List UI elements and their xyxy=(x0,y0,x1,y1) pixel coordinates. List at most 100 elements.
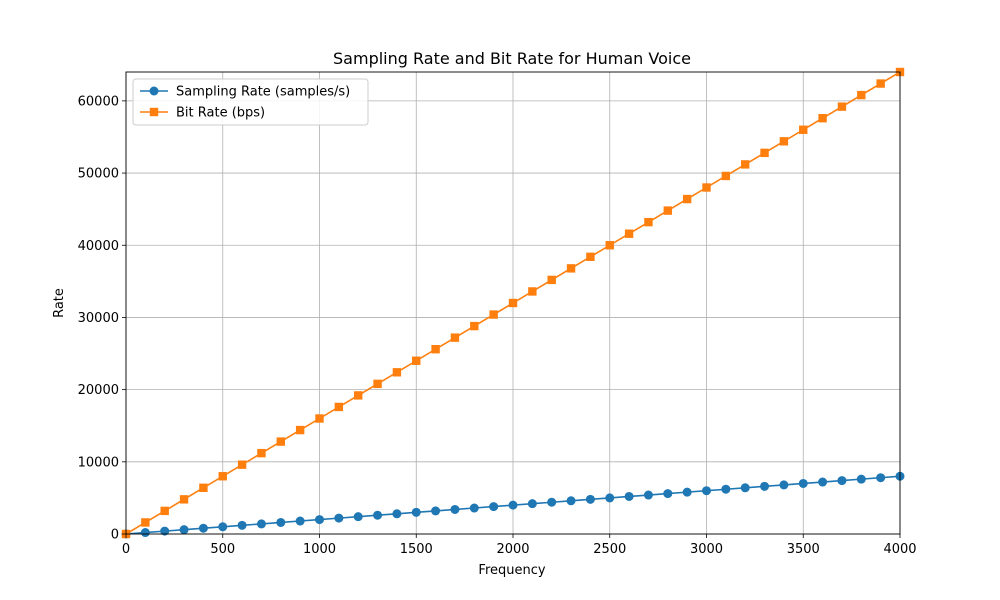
y-tick-label: 10000 xyxy=(78,455,119,470)
data-point xyxy=(412,356,421,365)
x-axis-ticks: 0 500 1000 1500 2000 2500 3000 3500 4000 xyxy=(122,534,917,557)
x-axis-label: Frequency xyxy=(478,563,545,578)
data-point xyxy=(566,264,576,273)
data-point xyxy=(528,287,537,296)
data-point xyxy=(857,90,866,100)
data-point xyxy=(547,275,556,285)
legend-marker xyxy=(149,107,159,117)
legend: Sampling Rate (samples/s) Bit Rate (bps) xyxy=(132,78,369,126)
data-point xyxy=(353,512,363,522)
x-tick-label: 3500 xyxy=(787,542,820,557)
grid xyxy=(125,72,901,535)
data-point xyxy=(469,503,479,513)
data-point xyxy=(818,114,827,123)
legend-label: Bit Rate (bps) xyxy=(176,106,265,121)
data-point xyxy=(644,217,653,227)
x-tick-label: 2000 xyxy=(496,542,529,557)
x-tick-label: 500 xyxy=(210,542,235,557)
data-point xyxy=(450,333,460,342)
data-point xyxy=(586,252,595,261)
data-point xyxy=(721,484,731,494)
data-point xyxy=(547,497,557,507)
data-point xyxy=(779,137,789,146)
data-point xyxy=(837,476,847,486)
data-point xyxy=(740,483,750,493)
data-point xyxy=(663,206,672,215)
data-point xyxy=(198,523,208,533)
data-point xyxy=(315,414,324,423)
data-point xyxy=(334,513,344,523)
data-point xyxy=(295,425,305,435)
x-tick-label: 1000 xyxy=(303,542,336,557)
data-point xyxy=(876,79,885,88)
data-point xyxy=(702,486,711,496)
x-tick-label: 1500 xyxy=(400,542,433,557)
y-tick-label: 60000 xyxy=(78,94,119,109)
y-tick-label: 20000 xyxy=(78,383,119,398)
data-point xyxy=(876,473,886,483)
data-point xyxy=(508,298,518,308)
data-point xyxy=(392,368,402,377)
data-point xyxy=(818,477,828,487)
data-point xyxy=(624,229,634,238)
legend-label: Sampling Rate (samples/s) xyxy=(176,85,350,100)
series-2 xyxy=(121,67,905,539)
series-group xyxy=(121,67,905,539)
data-point xyxy=(605,241,614,250)
data-point xyxy=(721,171,731,181)
chart-title: Sampling Rate and Bit Rate for Human Voi… xyxy=(333,49,691,68)
data-point xyxy=(566,496,576,506)
x-tick-label: 3000 xyxy=(690,542,723,557)
data-point xyxy=(179,525,189,535)
data-point xyxy=(470,321,479,331)
data-point xyxy=(373,379,382,389)
y-axis-ticks: 0 10000 20000 30000 40000 50000 60000 xyxy=(78,94,126,543)
x-tick-label: 2500 xyxy=(593,542,626,557)
legend-box xyxy=(132,78,369,126)
data-point xyxy=(741,160,750,169)
data-point xyxy=(431,345,440,354)
x-tick-label: 4000 xyxy=(883,542,916,557)
data-point xyxy=(179,495,189,504)
data-point xyxy=(450,504,460,514)
data-point xyxy=(237,520,247,530)
data-point xyxy=(276,437,285,446)
data-point xyxy=(799,125,808,134)
y-tick-label: 30000 xyxy=(78,311,119,326)
data-point xyxy=(199,483,208,492)
data-point xyxy=(779,480,789,490)
data-point xyxy=(160,506,169,516)
data-point xyxy=(218,522,228,532)
data-point xyxy=(702,183,711,192)
data-point xyxy=(218,472,227,481)
data-point xyxy=(585,494,595,504)
data-point xyxy=(256,519,266,529)
y-tick-label: 50000 xyxy=(78,167,119,182)
data-point xyxy=(663,489,673,499)
data-point xyxy=(508,500,518,510)
data-point xyxy=(682,194,692,204)
data-point xyxy=(624,491,634,501)
data-point xyxy=(411,507,421,517)
y-tick-label: 0 xyxy=(111,528,119,543)
data-point xyxy=(276,517,286,527)
data-point xyxy=(237,460,247,469)
data-point xyxy=(760,481,770,491)
data-point xyxy=(605,493,615,503)
data-point xyxy=(760,148,769,158)
data-point xyxy=(527,499,537,509)
legend-item: Bit Rate (bps) xyxy=(140,106,265,121)
data-point xyxy=(431,506,441,516)
data-point xyxy=(682,487,692,497)
legend-marker xyxy=(149,86,159,96)
data-point xyxy=(160,526,170,536)
data-point xyxy=(140,528,150,538)
legend-item: Sampling Rate (samples/s) xyxy=(140,85,350,100)
data-point xyxy=(373,510,383,520)
data-point xyxy=(489,502,499,512)
data-point xyxy=(257,448,266,458)
data-point xyxy=(643,490,653,500)
data-point xyxy=(334,402,344,412)
y-axis-label: Rate xyxy=(52,288,67,318)
